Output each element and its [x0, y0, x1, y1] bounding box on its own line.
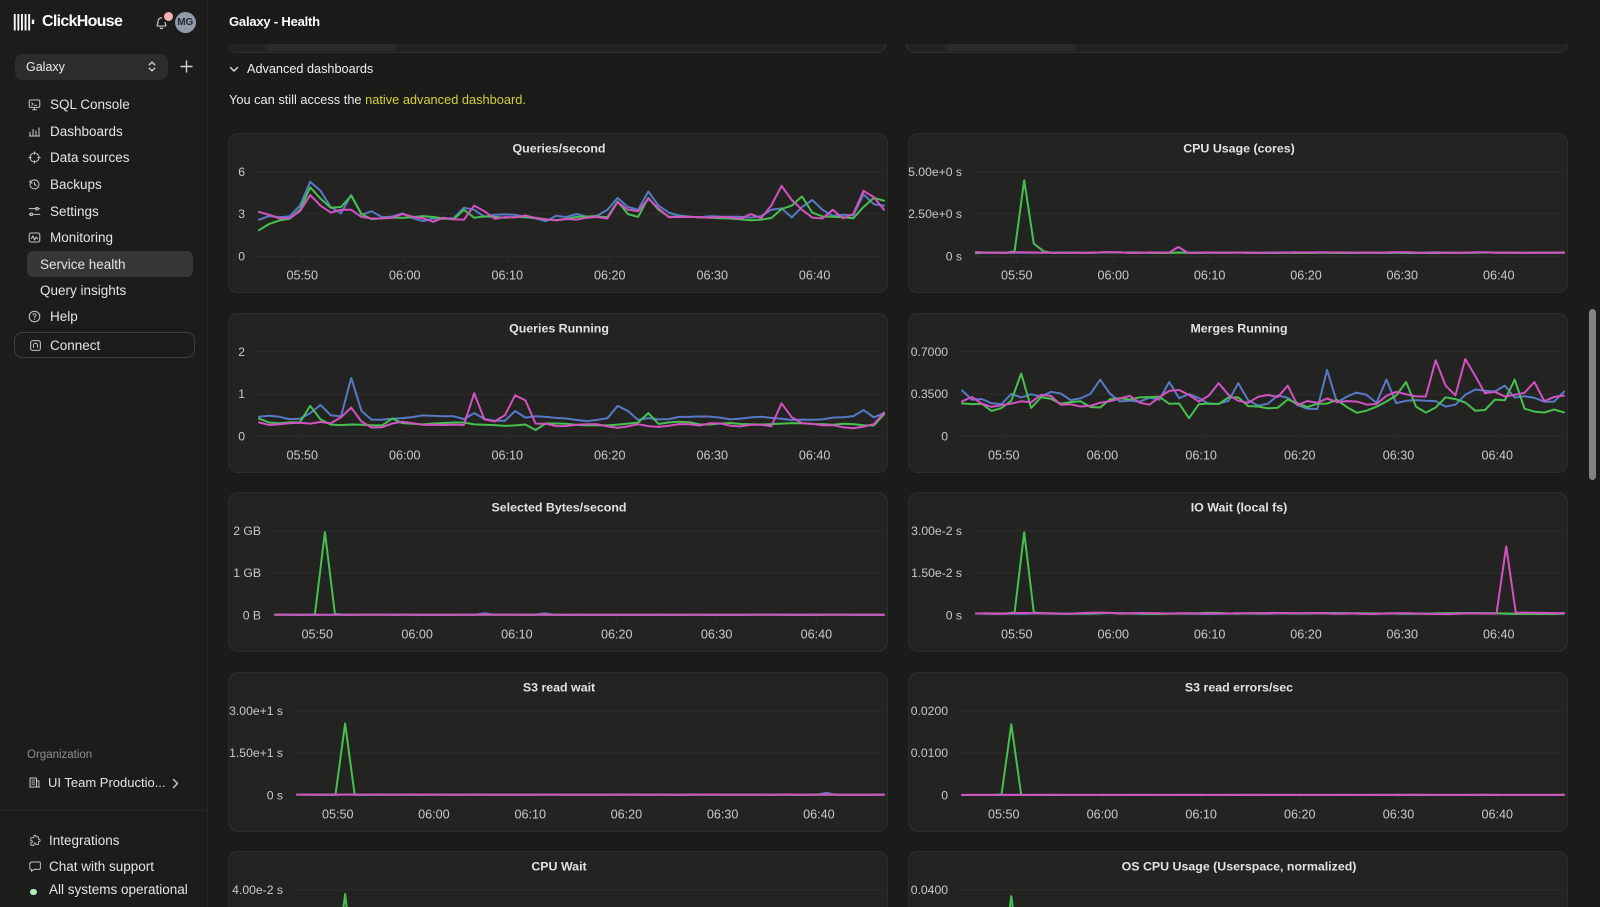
svg-text:06:20: 06:20	[594, 449, 626, 463]
svg-text:06:40: 06:40	[799, 269, 831, 283]
svg-text:06:30: 06:30	[1387, 269, 1419, 283]
svg-text:06:40: 06:40	[803, 808, 835, 822]
svg-text:05:50: 05:50	[301, 628, 333, 642]
svg-text:6: 6	[238, 165, 245, 179]
svg-text:0 B: 0 B	[243, 609, 261, 623]
svg-text:06:30: 06:30	[696, 449, 728, 463]
svg-text:3: 3	[238, 207, 245, 221]
svg-text:06:10: 06:10	[492, 269, 524, 283]
svg-text:06:30: 06:30	[707, 808, 739, 822]
svg-text:0: 0	[238, 250, 245, 264]
svg-text:06:00: 06:00	[401, 628, 433, 642]
svg-text:06:40: 06:40	[1483, 269, 1515, 283]
svg-text:06:10: 06:10	[1185, 808, 1217, 822]
svg-text:06:40: 06:40	[799, 449, 831, 463]
svg-text:0.0400: 0.0400	[911, 883, 948, 897]
svg-text:Selected Bytes/second: Selected Bytes/second	[492, 501, 627, 515]
svg-text:1 GB: 1 GB	[233, 566, 261, 580]
svg-text:05:50: 05:50	[1001, 628, 1033, 642]
svg-text:05:50: 05:50	[988, 808, 1020, 822]
svg-text:CPU Usage (cores): CPU Usage (cores)	[1183, 142, 1295, 156]
svg-text:06:30: 06:30	[1387, 628, 1419, 642]
svg-text:0 s: 0 s	[267, 789, 283, 803]
svg-text:06:00: 06:00	[1097, 628, 1129, 642]
svg-text:3.00e-2 s: 3.00e-2 s	[911, 524, 962, 538]
svg-text:5.00e+0 s: 5.00e+0 s	[909, 165, 962, 179]
svg-text:IO Wait (local fs): IO Wait (local fs)	[1191, 501, 1288, 515]
svg-text:0: 0	[238, 430, 245, 444]
svg-text:S3 read wait: S3 read wait	[523, 681, 595, 695]
svg-text:06:10: 06:10	[1185, 449, 1217, 463]
svg-text:06:20: 06:20	[594, 269, 626, 283]
svg-text:OS CPU Usage (Userspace, norma: OS CPU Usage (Userspace, normalized)	[1122, 860, 1357, 874]
svg-text:0.7000: 0.7000	[911, 345, 948, 359]
svg-text:2: 2	[238, 345, 245, 359]
svg-text:S3 read errors/sec: S3 read errors/sec	[1185, 681, 1293, 695]
svg-text:06:40: 06:40	[1481, 808, 1513, 822]
svg-text:06:00: 06:00	[389, 449, 421, 463]
svg-text:06:00: 06:00	[1087, 449, 1119, 463]
svg-text:0.0100: 0.0100	[911, 746, 948, 760]
svg-text:2.50e+0 s: 2.50e+0 s	[909, 207, 962, 221]
svg-text:3.00e+1 s: 3.00e+1 s	[229, 704, 283, 718]
svg-text:06:20: 06:20	[1284, 449, 1316, 463]
svg-text:06:10: 06:10	[501, 628, 533, 642]
svg-text:06:10: 06:10	[492, 449, 524, 463]
svg-text:1.50e-2 s: 1.50e-2 s	[911, 566, 962, 580]
svg-text:06:30: 06:30	[1383, 808, 1415, 822]
svg-text:06:20: 06:20	[1284, 808, 1316, 822]
svg-text:06:40: 06:40	[801, 628, 833, 642]
svg-text:06:10: 06:10	[1194, 628, 1226, 642]
svg-text:06:00: 06:00	[1087, 808, 1119, 822]
svg-text:06:00: 06:00	[389, 269, 421, 283]
svg-text:06:00: 06:00	[418, 808, 450, 822]
svg-text:06:10: 06:10	[1194, 269, 1226, 283]
svg-text:06:10: 06:10	[514, 808, 546, 822]
svg-text:0.3500: 0.3500	[911, 387, 948, 401]
svg-text:06:20: 06:20	[611, 808, 643, 822]
svg-text:06:30: 06:30	[701, 628, 733, 642]
svg-text:06:20: 06:20	[1290, 269, 1322, 283]
svg-text:Queries Running: Queries Running	[509, 322, 609, 336]
svg-text:0 s: 0 s	[946, 609, 962, 623]
svg-text:06:00: 06:00	[1097, 269, 1129, 283]
svg-text:06:20: 06:20	[1290, 628, 1322, 642]
svg-text:0.0200: 0.0200	[911, 704, 948, 718]
svg-text:1: 1	[238, 387, 245, 401]
svg-text:06:40: 06:40	[1483, 628, 1515, 642]
svg-text:05:50: 05:50	[287, 449, 319, 463]
svg-text:06:30: 06:30	[696, 269, 728, 283]
svg-text:06:40: 06:40	[1481, 449, 1513, 463]
svg-text:05:50: 05:50	[287, 269, 319, 283]
svg-text:0 s: 0 s	[946, 250, 962, 264]
svg-text:1.50e+1 s: 1.50e+1 s	[229, 746, 283, 760]
svg-text:05:50: 05:50	[1001, 269, 1033, 283]
svg-text:05:50: 05:50	[988, 449, 1020, 463]
svg-text:CPU Wait: CPU Wait	[531, 860, 586, 874]
svg-text:2 GB: 2 GB	[233, 524, 261, 538]
svg-text:0: 0	[941, 789, 948, 803]
svg-text:Merges Running: Merges Running	[1190, 322, 1287, 336]
svg-text:06:20: 06:20	[601, 628, 633, 642]
svg-text:4.00e-2 s: 4.00e-2 s	[232, 883, 283, 897]
svg-text:0: 0	[941, 430, 948, 444]
svg-text:05:50: 05:50	[322, 808, 354, 822]
svg-text:06:30: 06:30	[1383, 449, 1415, 463]
svg-text:Queries/second: Queries/second	[513, 142, 606, 156]
